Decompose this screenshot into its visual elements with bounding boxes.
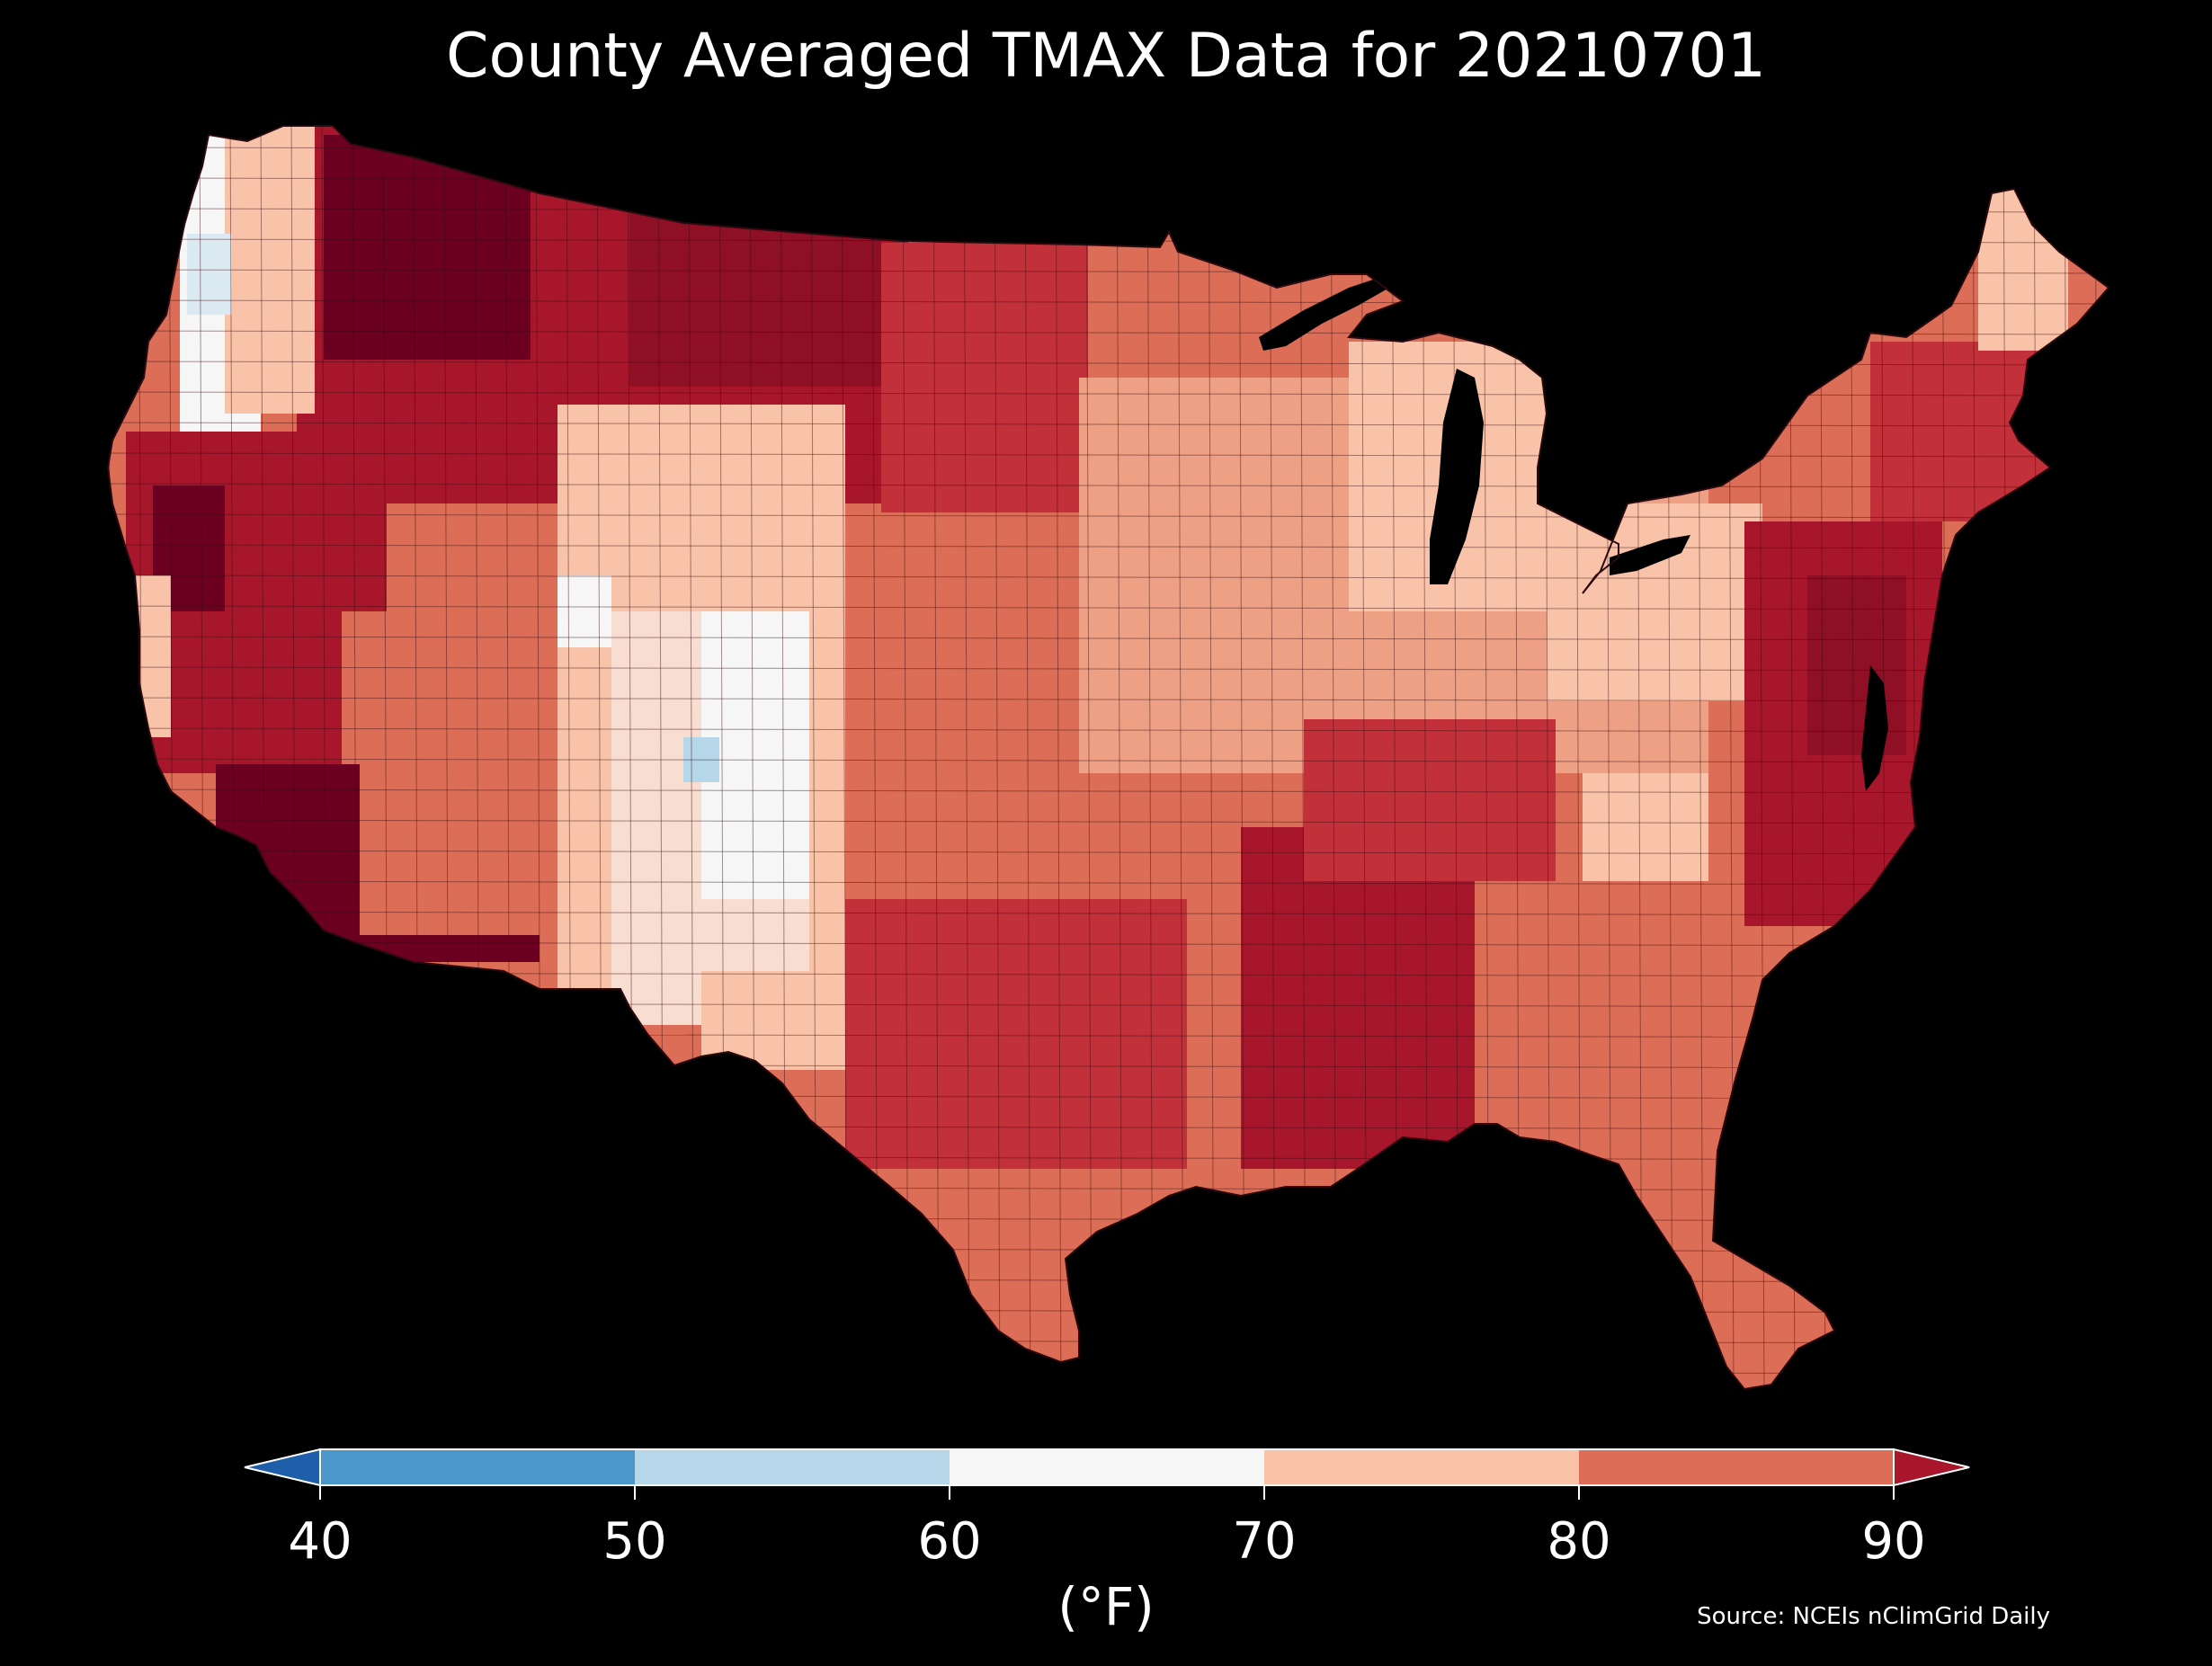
colorbar-frame	[319, 1448, 1895, 1486]
county-border-line	[108, 758, 2109, 763]
colorbar	[244, 1448, 1970, 1500]
county-border-line	[108, 697, 2109, 702]
colorbar-tick-label-50: 50	[602, 1512, 667, 1571]
lake-michigan	[1430, 369, 1484, 584]
colorbar-tick-label-70: 70	[1232, 1512, 1297, 1571]
county-border-line	[108, 911, 2109, 916]
map-title: County Averaged TMAX Data for 20210701	[446, 21, 1766, 92]
county-border-line	[902, 126, 909, 1389]
colorbar-bin-50-60	[635, 1449, 950, 1485]
colorado-cool	[683, 737, 719, 782]
county-border-line	[1177, 126, 1184, 1389]
colorbar-ticks	[319, 1485, 1895, 1500]
colorbar-over-arrow	[1893, 1448, 1970, 1487]
colorbar-bin-60-70	[950, 1449, 1264, 1485]
county-border-line	[138, 126, 145, 1389]
great-lakes	[1259, 279, 1690, 584]
colorbar-tick-label-80: 80	[1547, 1512, 1611, 1571]
county-border-line	[932, 126, 940, 1389]
county-border-line	[108, 850, 2109, 855]
county-border-line	[1146, 126, 1154, 1389]
county-border-line	[108, 1278, 2109, 1283]
county-border-line	[108, 788, 2109, 794]
county-border-line	[108, 544, 2109, 549]
colorbar-unit-label: (°F)	[1057, 1576, 1155, 1637]
county-border-line	[1024, 126, 1031, 1389]
county-border-line	[1208, 126, 1215, 1389]
colorbar-under-arrow	[244, 1448, 321, 1487]
county-border-line	[90, 1401, 2122, 1403]
county-border-line	[108, 727, 2109, 733]
lake-superior	[1259, 279, 1389, 351]
new-england-warm	[1870, 342, 2050, 521]
chesapeake-very-hot	[1807, 575, 1906, 755]
appalachian-mild-light	[1583, 773, 1708, 881]
county-border-line	[963, 126, 970, 1389]
pacific-nw-interior-very-hot	[324, 135, 531, 360]
colorbar-bin-70-80	[1264, 1449, 1579, 1485]
california-coast-mild	[117, 575, 171, 737]
lake-huron	[1547, 369, 1601, 512]
montana-hot-dark	[629, 207, 881, 387]
county-border-line	[1055, 126, 1062, 1389]
county-border-line	[108, 605, 2109, 610]
source-credit: Source: NCEIs nClimGrid Daily	[1697, 1603, 2050, 1630]
maine-mild	[1978, 189, 2068, 351]
county-border-line	[994, 126, 1001, 1389]
colorbar-tick-label-90: 90	[1861, 1512, 1926, 1571]
county-border-line	[108, 819, 2109, 824]
pacific-coast-mild	[225, 126, 315, 414]
county-border-line	[1238, 126, 1245, 1389]
county-border-line	[90, 117, 2122, 120]
mississippi-valley-hot	[1241, 827, 1475, 1169]
county-border-line	[108, 1369, 2109, 1375]
colorbar-tick-label-60: 60	[917, 1512, 982, 1571]
county-border-line	[108, 880, 2109, 886]
dakotas-hot	[881, 243, 1088, 512]
nevada-hot	[279, 503, 387, 611]
colorbar-bin-80-90	[1579, 1449, 1894, 1485]
county-border-line	[108, 452, 2109, 458]
lake-erie	[1610, 535, 1690, 575]
idaho-neutral	[557, 575, 611, 647]
county-border-line	[108, 666, 2109, 672]
pacific-coast-coolblue	[187, 234, 232, 315]
county-border-line	[108, 1247, 2109, 1252]
colorbar-bin-40-50	[320, 1449, 635, 1485]
county-border-line	[108, 513, 2109, 519]
colorbar-tick-label-40: 40	[288, 1512, 352, 1571]
county-border-line	[108, 941, 2109, 947]
county-border-line	[108, 483, 2109, 488]
county-border-line	[1269, 126, 1276, 1389]
us-temperature-map	[90, 117, 2122, 1403]
tennessee-hot	[1304, 719, 1556, 881]
county-border-line	[1941, 126, 1949, 1389]
ohio-valley-mild-light	[1547, 503, 1762, 701]
county-border-line	[108, 147, 2109, 152]
county-border-line	[108, 126, 114, 1389]
county-border-line	[1085, 126, 1093, 1389]
county-border-line	[108, 575, 2109, 580]
texas-warm	[845, 899, 1187, 1169]
county-border-line	[1116, 126, 1123, 1389]
chesapeake-bay	[1861, 665, 1888, 791]
county-border-line	[108, 636, 2109, 641]
